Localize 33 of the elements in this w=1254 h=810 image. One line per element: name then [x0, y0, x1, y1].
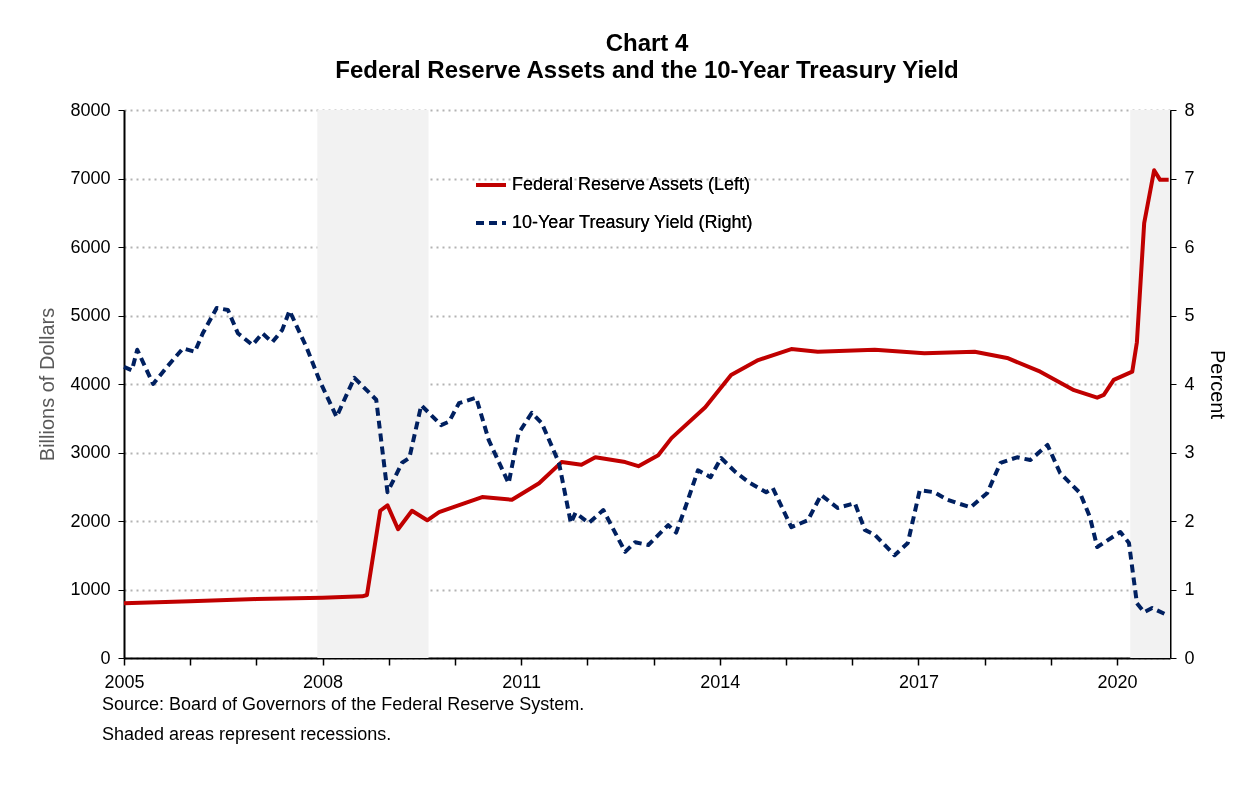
y-tick-label: 2000 — [70, 510, 111, 531]
y2-tick-label: 3 — [1184, 442, 1195, 462]
chart-subtitle: Federal Reserve Assets and the 10-Year Treasury Yield — [335, 56, 959, 83]
y-tick-label: 8000 — [70, 99, 111, 120]
y-tick-label: 6000 — [70, 236, 111, 257]
y-axis-title: Billions of Dollars — [36, 307, 59, 462]
y2-tick-label: 2 — [1184, 510, 1195, 531]
source-note: Source: Board of Governors of the Federal Reserve System. — [102, 694, 585, 714]
y2-tick-label: 5 — [1184, 305, 1195, 325]
y-tick-label: 3000 — [70, 442, 111, 462]
legend-label: 10-Year Treasury Yield (Right) — [512, 212, 753, 232]
y2-tick-label: 8 — [1184, 99, 1195, 120]
x-tick-label: 2020 — [1097, 671, 1138, 692]
y-tick-label: 1000 — [70, 579, 111, 599]
x-tick-label: 2014 — [700, 671, 741, 692]
y2-tick-label: 7 — [1184, 168, 1195, 188]
y-tick-label: 4000 — [70, 373, 111, 394]
x-tick-label: 2008 — [303, 671, 344, 692]
y-tick-label: 7000 — [70, 168, 111, 188]
y2-tick-label: 1 — [1184, 579, 1195, 599]
legend-label: Federal Reserve Assets (Left) — [512, 174, 751, 194]
y2-tick-label: 4 — [1184, 373, 1195, 394]
x-tick-label: 2017 — [898, 671, 939, 692]
y-tick-label: 5000 — [70, 305, 111, 325]
line-series — [122, 168, 1171, 606]
y2-tick-label: 6 — [1184, 236, 1195, 257]
x-tick-label: 2005 — [104, 671, 145, 692]
x-tick-label: 2011 — [502, 671, 542, 692]
y2-axis-title: Percent — [1206, 350, 1229, 420]
y-tick-label: 0 — [100, 647, 111, 668]
text: Shaded areas represent recessions. — [102, 724, 392, 744]
chart-title: Chart 4 — [605, 29, 689, 56]
y2-tick-label: 0 — [1184, 647, 1195, 668]
